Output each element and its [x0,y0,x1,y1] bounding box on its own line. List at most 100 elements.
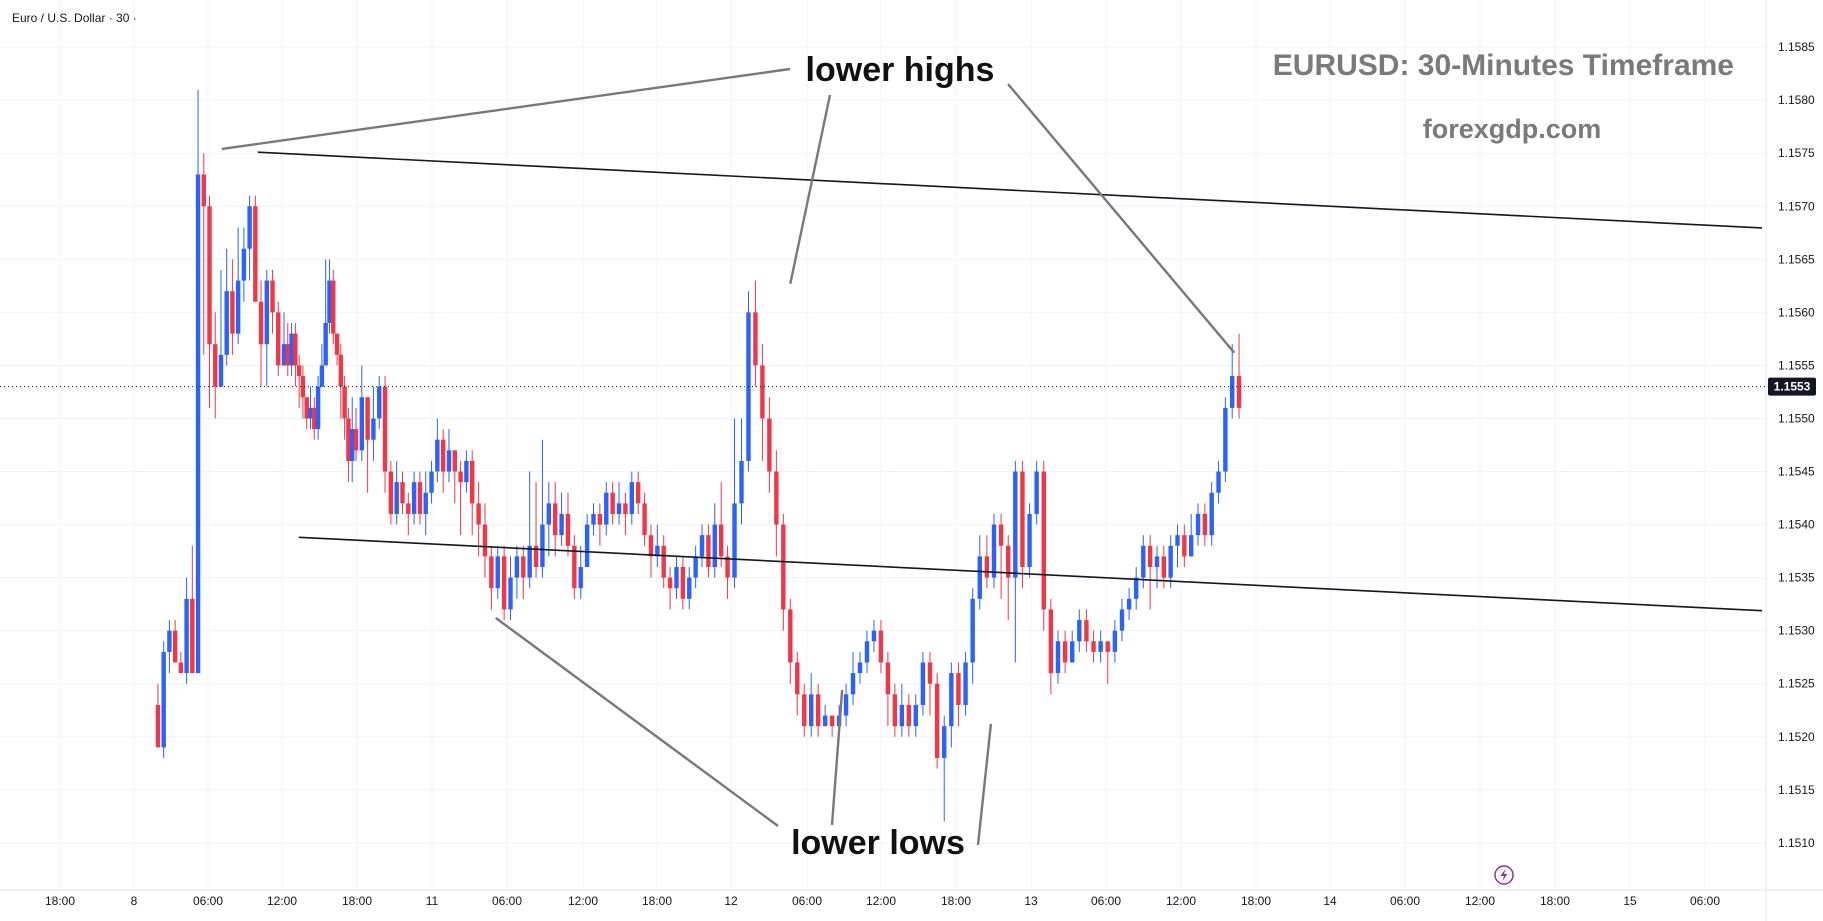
candle-body [359,397,365,451]
candle-body [235,280,241,334]
candle-body [546,503,552,525]
candle [319,344,325,387]
candle [850,651,856,705]
candle-body [732,503,737,578]
candle [970,588,975,684]
candle-body [501,556,507,610]
candle [435,418,440,483]
candle [1147,535,1153,610]
candle-body [482,524,488,557]
candle-body [190,598,195,674]
candle-body [706,535,711,568]
candle [289,322,294,377]
candle [293,322,298,387]
candle-body [977,556,982,599]
candle-body [648,535,654,557]
price-tick-label: 1.1560 [1778,305,1815,319]
candle [1119,598,1125,642]
candle-body [446,450,452,472]
candle [1070,630,1075,663]
candle [315,376,321,440]
price-tick-label: 1.1550 [1778,411,1815,425]
candle [774,450,779,557]
candle-body [1020,471,1025,568]
candle-body [815,694,821,727]
candle [1034,460,1039,525]
candle-body [712,524,717,568]
candle [871,620,877,652]
candle-body [382,386,388,472]
candle [406,492,411,536]
candle-body [1147,545,1153,568]
time-axis[interactable]: 18:00 8 06:00 12:00 18:00 11 06:00 12:00 18:00 12… [45,894,1720,908]
candle-body [1230,376,1235,408]
candle [281,312,287,366]
candle [687,567,692,610]
symbol-legend[interactable]: Euro / U.S. Dollar · 30 · [12,11,137,25]
candle-body [760,365,765,419]
candle-body [489,556,494,589]
price-tick-label: 1.1575 [1778,146,1815,160]
candle [1202,503,1208,546]
candle-body [674,567,679,589]
candle [1188,513,1194,557]
candle-body [578,567,583,589]
candle-body [802,694,807,727]
candle-body [1105,641,1110,652]
candle [300,365,306,419]
candle [1055,630,1061,684]
candle [642,492,647,546]
candle [767,397,772,493]
candle [258,280,264,387]
candle [648,524,654,578]
time-tick-label: 12:00 [267,894,297,908]
price-axis[interactable]: 1.1510 1.1515 1.1520 1.1525 1.1530 1.1535 1.15… [1778,40,1815,850]
candle-body [213,344,218,387]
time-tick-label: 11 [426,894,439,908]
candle [815,683,821,737]
candle [674,556,679,599]
candle [739,418,744,525]
lightning-icon[interactable] [1494,865,1514,885]
candle-body [629,482,635,514]
candle [495,545,500,599]
candle [706,524,711,578]
candle-body [285,344,290,366]
candle-body [440,439,446,472]
candle-body [400,482,405,504]
price-tick-label: 1.1585 [1778,40,1815,54]
candle [629,471,635,525]
candle [270,269,275,334]
candle-body [308,407,313,419]
candle [304,397,309,430]
candle [591,503,596,536]
candle-body [423,492,428,514]
lower-lows-arrow [830,689,844,826]
candle [540,439,545,578]
candle [411,471,417,525]
candle [546,482,552,557]
candle [346,407,351,483]
candle-body [591,513,596,525]
time-tick-label: 15 [1623,894,1637,908]
candle [655,524,660,568]
candle-body [906,704,912,727]
candle [350,397,355,483]
candle-body [435,439,440,472]
candle-body [1209,492,1214,536]
candle-body [258,301,264,345]
candle-body [1112,630,1118,652]
candle-body [809,694,814,727]
lower-highs-arrow [221,67,791,151]
candle [559,492,564,546]
candle [334,333,340,366]
candle-body [693,556,698,578]
candle-body [850,673,856,695]
candle [342,376,347,440]
candle [892,683,898,737]
candle-body [429,471,434,493]
current-price-badge-bg [1768,377,1816,396]
candle [984,535,990,589]
